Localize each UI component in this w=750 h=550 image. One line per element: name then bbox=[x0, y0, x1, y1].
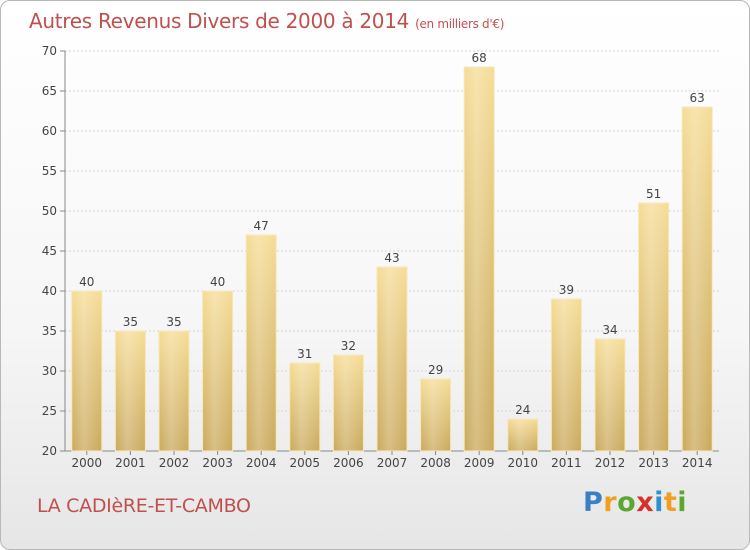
bar-value-label: 68 bbox=[472, 51, 487, 65]
y-tick-label: 35 bbox=[42, 324, 57, 338]
bar-highlight bbox=[420, 379, 451, 451]
chart-subtitle: (en milliers d'€) bbox=[415, 17, 505, 31]
y-tick-label: 55 bbox=[42, 164, 57, 178]
x-tick-label: 2005 bbox=[290, 456, 321, 470]
x-tick-label: 2000 bbox=[72, 456, 103, 470]
bar-highlight bbox=[115, 331, 146, 451]
x-tick-label: 2001 bbox=[115, 456, 146, 470]
y-tick-label: 65 bbox=[42, 84, 57, 98]
chart-title-text: Autres Revenus Divers de 2000 à 2014 bbox=[29, 9, 410, 33]
bar-value-label: 43 bbox=[384, 251, 399, 265]
x-tick-label: 2007 bbox=[377, 456, 408, 470]
x-tick-label: 2014 bbox=[682, 456, 713, 470]
bar-value-label: 34 bbox=[602, 323, 617, 337]
x-tick-label: 2009 bbox=[464, 456, 495, 470]
bar-highlight bbox=[71, 291, 102, 451]
x-tick-label: 2002 bbox=[159, 456, 190, 470]
x-tick-label: 2013 bbox=[638, 456, 669, 470]
bar-value-label: 40 bbox=[79, 275, 94, 289]
x-tick-label: 2006 bbox=[333, 456, 364, 470]
bar-highlight bbox=[246, 235, 277, 451]
bars: 40 35 35 40 47 31 32 43 29 68 24 39 34 51 63 bbox=[71, 51, 713, 452]
logo-letter: t bbox=[663, 487, 678, 518]
bar-highlight bbox=[638, 203, 669, 451]
y-tick-label: 30 bbox=[42, 364, 57, 378]
place-name: LA CADIèRE-ET-CAMBO bbox=[37, 495, 251, 517]
x-tick-label: 2010 bbox=[508, 456, 539, 470]
bar-highlight bbox=[595, 339, 625, 451]
x-axis-labels: 2000 2001 2002 2003 2004 2005 2006 2007 2008 2009… bbox=[72, 451, 713, 470]
bar-value-label: 29 bbox=[428, 363, 443, 377]
x-tick-label: 2011 bbox=[551, 456, 582, 470]
bar-highlight bbox=[682, 107, 713, 451]
proxiti-logo: Proxiti bbox=[583, 487, 687, 518]
x-tick-label: 2003 bbox=[202, 456, 233, 470]
bar-value-label: 32 bbox=[341, 339, 356, 353]
bar-value-label: 51 bbox=[646, 187, 661, 201]
bar-highlight bbox=[377, 267, 407, 451]
bar-highlight bbox=[202, 291, 233, 451]
y-axis: 20 25 30 35 40 45 50 55 60 65 70 bbox=[42, 44, 719, 458]
logo-letter: x bbox=[636, 487, 655, 518]
logo-letter: P bbox=[583, 487, 604, 518]
logo-letter: r bbox=[603, 487, 618, 518]
y-tick-label: 70 bbox=[42, 44, 57, 58]
y-tick-label: 40 bbox=[42, 284, 57, 298]
bar-highlight bbox=[551, 299, 582, 451]
y-tick-label: 50 bbox=[42, 204, 57, 218]
bar-highlight bbox=[464, 67, 495, 451]
logo-letter: i bbox=[677, 487, 688, 518]
y-tick-label: 20 bbox=[42, 444, 57, 458]
bar-highlight bbox=[507, 419, 538, 451]
bar-value-label: 24 bbox=[515, 403, 530, 417]
bar-value-label: 35 bbox=[123, 315, 138, 329]
bar-highlight bbox=[159, 331, 189, 451]
bar-highlight bbox=[333, 355, 364, 451]
logo-letter: o bbox=[617, 487, 637, 518]
bar-highlight bbox=[289, 363, 320, 451]
x-tick-label: 2004 bbox=[246, 456, 277, 470]
y-tick-label: 25 bbox=[42, 404, 57, 418]
bar-value-label: 47 bbox=[254, 219, 269, 233]
bar-value-label: 35 bbox=[166, 315, 181, 329]
bar-value-label: 63 bbox=[690, 91, 705, 105]
x-tick-label: 2008 bbox=[420, 456, 451, 470]
x-tick-label: 2012 bbox=[595, 456, 626, 470]
logo-letter: i bbox=[654, 487, 664, 518]
y-tick-label: 45 bbox=[42, 244, 57, 258]
y-tick-label: 60 bbox=[42, 124, 57, 138]
bar-value-label: 40 bbox=[210, 275, 225, 289]
bar-value-label: 31 bbox=[297, 347, 312, 361]
bar-value-label: 39 bbox=[559, 283, 574, 297]
chart-title: Autres Revenus Divers de 2000 à 2014 (en … bbox=[29, 9, 504, 33]
